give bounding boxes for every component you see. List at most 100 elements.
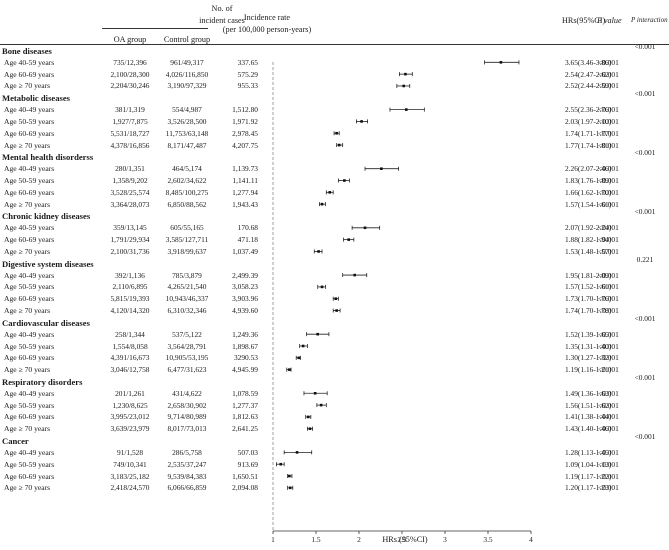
row-hr-text: 2.54(2.47-2.62)	[565, 69, 612, 79]
row-oa-cases: 2,204/30,246	[110, 81, 150, 91]
row-oa-cases: 392/1,136	[115, 270, 145, 280]
row-oa-cases: 735/12,396	[113, 57, 147, 67]
row-p-value: <0.001	[598, 365, 619, 375]
row-control-cases: 286/5,758	[172, 447, 202, 457]
hr-point	[279, 462, 283, 466]
x-tick-label: 2	[357, 535, 361, 544]
row-incidence-rate: 3290.53	[233, 353, 258, 363]
row-incidence-rate: 1,971.92	[232, 116, 258, 126]
row-p-value: <0.001	[598, 105, 619, 115]
row-control-cases: 3,190/97,329	[167, 81, 207, 91]
row-oa-cases: 381/1,319	[115, 105, 145, 115]
row-hr-text: 2.07(1.92-2.24)	[565, 223, 612, 233]
row-control-cases: 605/55,165	[170, 223, 204, 233]
row-p-value: <0.001	[598, 116, 619, 126]
row-p-value: <0.001	[598, 176, 619, 186]
row-age-label: Age ≥ 70 years	[4, 140, 51, 150]
hr-point	[295, 451, 299, 454]
row-age-label: Age 40-49 years	[4, 270, 55, 280]
row-p-value: <0.001	[598, 282, 619, 292]
row-age-label: Age ≥ 70 years	[4, 199, 51, 209]
row-oa-cases: 2,110/6,895	[112, 282, 148, 292]
row-incidence-rate: 2,499.39	[232, 270, 258, 280]
row-age-label: Age 40-49 years	[4, 447, 55, 457]
row-incidence-rate: 1,249.36	[232, 329, 258, 339]
group-title: Metabolic diseases	[2, 93, 71, 104]
row-age-label: Age 60-69 years	[4, 235, 55, 245]
row-hr-text: 3.65(3.46-3.86)	[565, 57, 612, 67]
row-incidence-rate: 1,139.73	[232, 164, 258, 174]
row-incidence-rate: 337.65	[237, 57, 258, 67]
group-title: Cardiovascular diseases	[2, 317, 90, 328]
row-hr-text: 2.55(2.36-2.76)	[565, 105, 612, 115]
row-incidence-rate: 1,898.67	[232, 341, 258, 351]
row-p-value: <0.001	[598, 329, 619, 339]
row-oa-cases: 1,927/7,875	[112, 116, 148, 126]
row-incidence-rate: 575.29	[237, 69, 258, 79]
row-p-value: <0.001	[598, 57, 619, 67]
row-p-value: <0.001	[598, 388, 619, 398]
row-hr-text: 1.77(1.74-1.81)	[565, 140, 612, 150]
x-tick-label: 3.5	[483, 535, 493, 544]
row-p-value: <0.001	[598, 400, 619, 410]
hr-point	[363, 226, 367, 230]
row-age-label: Age 60-69 years	[4, 471, 55, 481]
row-oa-cases: 91/1,528	[116, 447, 144, 457]
row-age-label: Age ≥ 70 years	[4, 306, 51, 316]
x-tick-label: 1.5	[311, 535, 321, 544]
row-incidence-rate: 1,078.59	[232, 388, 258, 398]
row-hr-text: 1.30(1.27-1.32)	[565, 353, 612, 363]
row-oa-cases: 1,791/29,934	[110, 235, 150, 245]
row-hr-text: 1.09(1.04-1.13)	[565, 459, 612, 469]
row-age-label: Age ≥ 70 years	[4, 424, 51, 434]
row-control-cases: 464/5,174	[172, 164, 202, 174]
hr-point	[288, 368, 291, 371]
row-age-label: Age 40-49 years	[4, 105, 55, 115]
row-oa-cases: 280/1,351	[115, 164, 145, 174]
row-incidence-rate: 2,978.45	[232, 128, 258, 138]
row-control-cases: 785/3,879	[172, 270, 202, 280]
row-hr-text: 1.43(1.40-1.46)	[565, 424, 612, 434]
row-hr-text: 1.56(1.51-1.62)	[565, 400, 612, 410]
hr-point	[328, 191, 332, 194]
row-incidence-rate: 3,903.96	[232, 294, 258, 304]
row-control-cases: 11,753/63,148	[165, 128, 209, 138]
row-hr-text: 1.83(1.76-1.89)	[565, 176, 612, 186]
row-age-label: Age 60-69 years	[4, 353, 55, 363]
row-oa-cases: 3,046/12,758	[110, 365, 150, 375]
row-age-label: Age 50-59 years	[4, 282, 55, 292]
row-control-cases: 6,066/66,859	[167, 483, 207, 493]
hr-point	[301, 344, 305, 348]
row-hr-text: 1.74(1.70-1.78)	[565, 306, 612, 316]
row-hr-text: 1.41(1.38-1.44)	[565, 412, 612, 422]
p-interaction-value: <0.001	[634, 313, 656, 323]
hr-point	[320, 202, 324, 206]
header-bottom-rule	[0, 44, 669, 45]
row-control-cases: 3,585/127,711	[165, 235, 209, 245]
p-value-header: P value	[597, 16, 622, 25]
row-p-value: <0.001	[598, 294, 619, 304]
group-title: Cancer	[2, 436, 29, 447]
row-p-value: <0.001	[598, 459, 619, 469]
row-age-label: Age 60-69 years	[4, 294, 55, 304]
group-title: Respiratory disorders	[2, 376, 83, 387]
row-control-cases: 6,310/32,346	[167, 306, 207, 316]
row-control-cases: 2,535/37,247	[167, 459, 207, 469]
row-p-value: <0.001	[598, 164, 619, 174]
hr-point	[319, 403, 323, 407]
row-age-label: Age 40-49 years	[4, 329, 55, 339]
row-incidence-rate: 1,650.51	[232, 471, 258, 481]
row-p-value: <0.001	[598, 246, 619, 256]
row-hr-text: 1.19(1.17-1.22)	[565, 471, 612, 481]
row-p-value: <0.001	[598, 128, 619, 138]
x-tick-label: 1	[271, 535, 275, 544]
row-p-value: <0.001	[598, 223, 619, 233]
row-incidence-rate: 955.33	[237, 81, 258, 91]
hr-point	[335, 309, 338, 312]
p-interaction-value: 0.221	[636, 254, 654, 264]
row-oa-cases: 5,815/19,393	[110, 294, 150, 304]
hr-point	[308, 427, 312, 431]
row-oa-cases: 3,639/23,979	[110, 424, 150, 434]
row-oa-cases: 749/10,341	[113, 459, 147, 469]
row-control-cases: 537/5,122	[172, 329, 202, 339]
